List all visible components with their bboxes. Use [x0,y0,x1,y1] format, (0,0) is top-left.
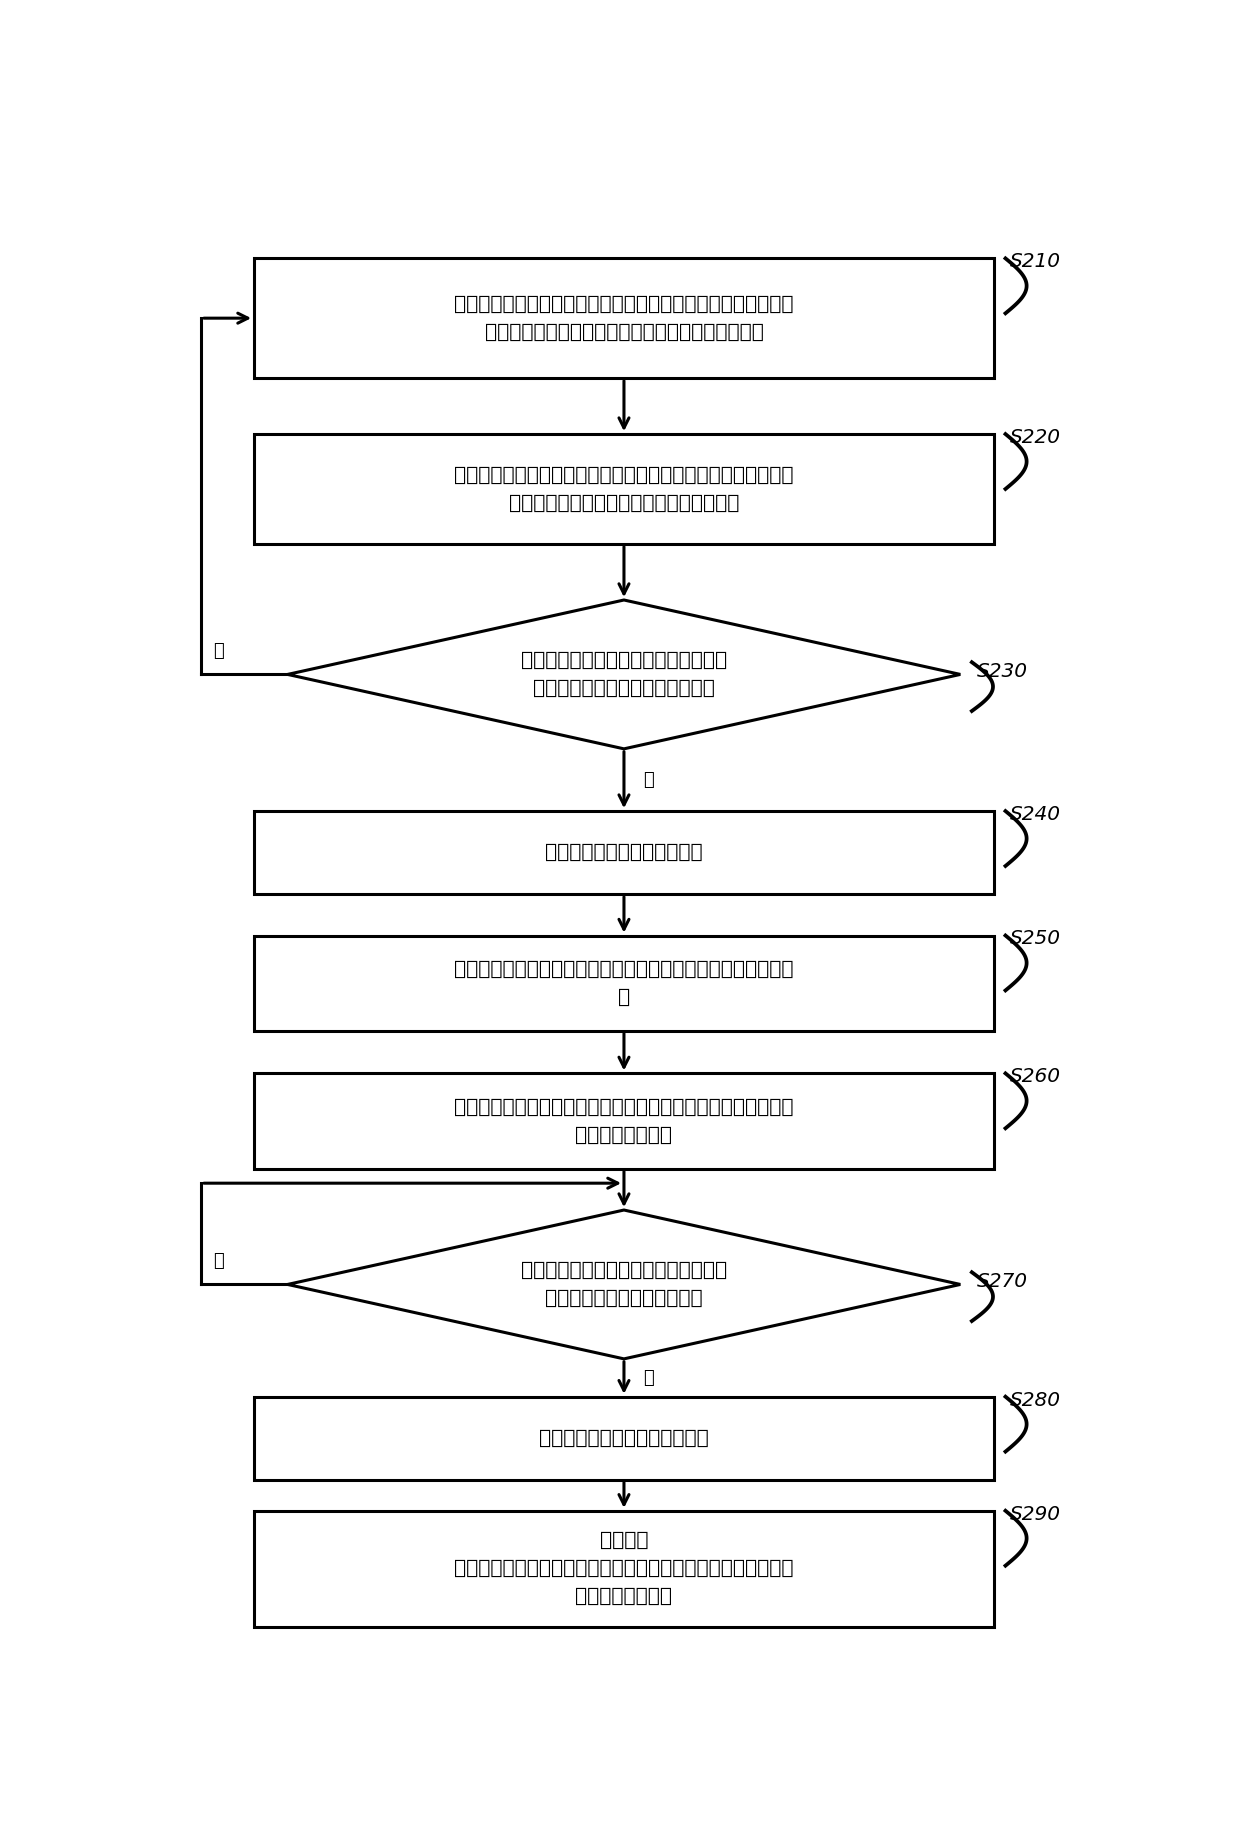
Text: 在应用程序中功能代码的运行过程中，如果出现埋点事件，则所
述功能代码调用埋点检测程序中的埋点接口程序运行: 在应用程序中功能代码的运行过程中，如果出现埋点事件，则所 述功能代码调用埋点检测… [454,294,794,342]
Text: 所述埋点接口程序获取所述埋点事件的埋点信息，并将所述埋点
信息传输至所述埋点检测程序中的上报程序: 所述埋点接口程序获取所述埋点事件的埋点信息，并将所述埋点 信息传输至所述埋点检测… [454,465,794,513]
FancyBboxPatch shape [254,434,994,544]
FancyBboxPatch shape [254,811,994,893]
Text: 下载所述更新版本关联的安装包: 下载所述更新版本关联的安装包 [539,1428,709,1448]
Text: 是: 是 [644,770,653,789]
Text: 埋点检测程序查询应用下载渠道中是否
存在所述上报程序的更新版本: 埋点检测程序查询应用下载渠道中是否 存在所述上报程序的更新版本 [521,1261,727,1309]
Text: S280: S280 [1011,1391,1061,1410]
Text: S270: S270 [977,1272,1028,1292]
Polygon shape [288,599,960,748]
Text: S260: S260 [1011,1068,1061,1086]
Text: S240: S240 [1011,805,1061,823]
Text: S250: S250 [1011,930,1061,948]
Text: 否: 否 [213,641,223,660]
Text: 所述埋点上报策略程序确定与所述事件信息对应的上报数据，并
上报所述上报数据: 所述埋点上报策略程序确定与所述事件信息对应的上报数据，并 上报所述上报数据 [454,1097,794,1145]
FancyBboxPatch shape [254,1073,994,1169]
Text: 否: 否 [213,1252,223,1270]
Text: S230: S230 [977,662,1028,682]
Text: 所述上报程序根据所述事件标识信息确定对应的埋点上报策略程
序: 所述上报程序根据所述事件标识信息确定对应的埋点上报策略程 序 [454,959,794,1007]
Text: 所述埋点事件为目标上报事件: 所述埋点事件为目标上报事件 [546,844,703,862]
Text: S220: S220 [1011,428,1061,447]
Polygon shape [288,1209,960,1358]
Text: S290: S290 [1011,1505,1061,1524]
FancyBboxPatch shape [254,259,994,379]
FancyBboxPatch shape [254,936,994,1031]
FancyBboxPatch shape [254,1397,994,1480]
Text: 是: 是 [644,1369,653,1388]
FancyBboxPatch shape [254,1511,994,1627]
Text: 所述埋点
检测程序加载所述安装包，得到目标程序，并使用所述目标程序
替换所述上报程序: 所述埋点 检测程序加载所述安装包，得到目标程序，并使用所述目标程序 替换所述上报… [454,1531,794,1606]
Text: S210: S210 [1011,252,1061,272]
Text: 上报程序查询配置文件所包括目标标识
信息中是否包含所述事件标识信息: 上报程序查询配置文件所包括目标标识 信息中是否包含所述事件标识信息 [521,651,727,698]
